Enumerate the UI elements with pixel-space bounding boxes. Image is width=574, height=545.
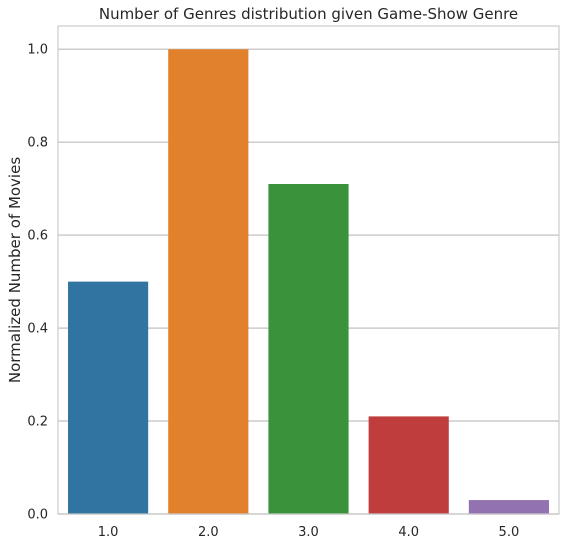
x-tick-label: 2.0 — [198, 525, 219, 540]
x-tick-label: 3.0 — [298, 525, 319, 540]
y-tick-label: 0.2 — [27, 415, 48, 430]
x-tick-label: 1.0 — [98, 525, 119, 540]
y-axis-label: Normalized Number of Movies — [6, 157, 24, 383]
y-tick-label: 0.6 — [27, 229, 48, 244]
y-tick-label: 0.0 — [27, 508, 48, 523]
bar-1.0 — [68, 281, 149, 514]
y-axis-ticks: 0.0 0.2 0.4 0.6 0.8 1.0 — [27, 43, 48, 523]
x-tick-label: 5.0 — [499, 525, 520, 540]
y-tick-label: 0.8 — [27, 136, 48, 151]
y-tick-label: 1.0 — [27, 43, 48, 58]
y-tick-label: 0.4 — [27, 322, 48, 337]
x-axis-ticks: 1.0 2.0 3.0 4.0 5.0 — [98, 525, 519, 540]
bar-3.0 — [268, 184, 349, 514]
chart-title: Number of Genres distribution given Game… — [99, 5, 518, 23]
bars — [68, 49, 549, 514]
bar-2.0 — [168, 49, 249, 514]
x-tick-label: 4.0 — [398, 525, 419, 540]
bar-5.0 — [468, 500, 549, 514]
plot-frame — [57, 25, 560, 515]
bar-4.0 — [368, 416, 449, 514]
